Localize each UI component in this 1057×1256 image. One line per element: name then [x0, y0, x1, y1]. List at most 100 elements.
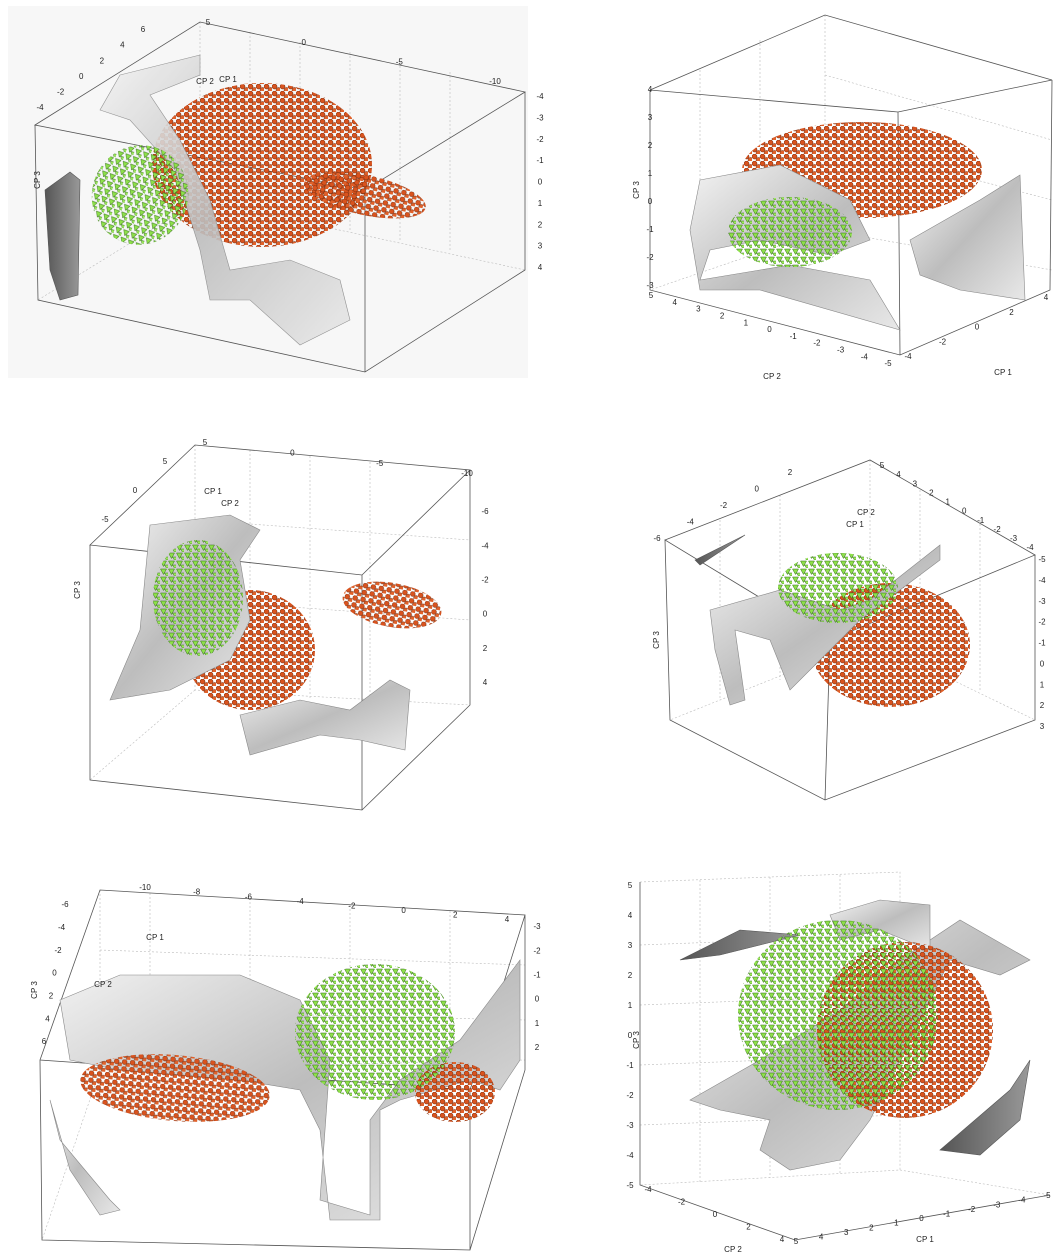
tick-label: 2 [49, 991, 54, 1000]
tick-label: -5 [626, 1181, 634, 1190]
tick-label: 2 [1009, 308, 1014, 317]
tick-label: 5 [163, 457, 168, 466]
tick-label: 1 [1040, 680, 1045, 689]
tick-label: 5 [649, 291, 654, 300]
point-cloud [342, 581, 442, 629]
tick-label: 2 [788, 468, 793, 477]
tick-label: 4 [120, 41, 125, 50]
tick-label: -3 [993, 1200, 1001, 1209]
tick-label: -6 [245, 892, 253, 901]
tick-label: -6 [61, 900, 69, 909]
panel [639, 871, 1051, 1241]
tick-label: -4 [687, 518, 695, 527]
tick-label: 0 [538, 178, 543, 187]
tick-label: -4 [861, 352, 869, 361]
tick-label: 3 [913, 479, 918, 488]
axis-label: CP 2 [221, 499, 239, 508]
tick-label: 1 [628, 1001, 633, 1010]
surface [49, 1099, 121, 1216]
tick-label: 0 [301, 38, 306, 47]
tick-label: 0 [919, 1214, 924, 1223]
surface [909, 174, 1026, 301]
axis-label: CP 2 [857, 508, 875, 517]
tick-label: 1 [538, 199, 543, 208]
axis-label: CP 2 [724, 1245, 742, 1254]
tick-label: 2 [869, 1223, 874, 1232]
tick-label: -2 [533, 946, 541, 955]
tick-label: 2 [648, 141, 653, 150]
tick-label: 0 [628, 1031, 633, 1040]
tick-label: 4 [780, 1235, 785, 1244]
tick-label: 0 [79, 72, 84, 81]
tick-label: 3 [844, 1228, 849, 1237]
tick-label: -2 [57, 88, 65, 97]
tick-label: -1 [943, 1210, 951, 1219]
point-cloud [738, 920, 938, 1110]
tick-label: -2 [626, 1091, 634, 1100]
tick-label: -4 [1018, 1196, 1026, 1205]
tick-label: 0 [767, 325, 772, 334]
axis-label: CP 3 [632, 1031, 641, 1049]
panel [89, 444, 471, 811]
tick-label: 0 [483, 610, 488, 619]
tick-label: -4 [297, 897, 305, 906]
tick-label: -2 [994, 525, 1002, 534]
axis-label: CP 1 [219, 75, 237, 84]
point-cloud [415, 1062, 495, 1122]
point-cloud [728, 197, 852, 267]
tick-label: -1 [536, 156, 544, 165]
grid [89, 445, 471, 781]
axis-label: CP 2 [196, 77, 214, 86]
tick-label: -2 [646, 253, 654, 262]
tick-label: 4 [672, 298, 677, 307]
panel [8, 6, 528, 378]
tick-label: -8 [193, 888, 201, 897]
tick-label: 2 [746, 1223, 751, 1232]
tick-label: 2 [100, 56, 105, 65]
tick-label: 2 [628, 971, 633, 980]
tick-label: -10 [139, 883, 151, 892]
tick-label: 3 [538, 242, 543, 251]
tick-label: -2 [968, 1205, 976, 1214]
axis-label: CP 3 [652, 631, 661, 649]
tick-label: 2 [1040, 701, 1045, 710]
tick-label: -2 [1038, 618, 1046, 627]
tick-label: -4 [58, 923, 66, 932]
point-cloud [304, 171, 426, 219]
tick-label: 1 [946, 498, 951, 507]
surface [44, 171, 81, 301]
tick-label: 6 [141, 25, 146, 34]
tick-label: -5 [884, 359, 892, 368]
tick-label: -2 [939, 337, 947, 346]
tick-label: 3 [1040, 722, 1045, 731]
tick-label: -1 [646, 225, 654, 234]
tick-label: -4 [536, 92, 544, 101]
tick-label: -2 [678, 1198, 686, 1207]
tick-label: -1 [533, 971, 541, 980]
tick-label: -4 [904, 352, 912, 361]
tick-label: -3 [626, 1121, 634, 1130]
point-cloud [295, 964, 455, 1100]
tick-label: 3 [628, 941, 633, 950]
tick-label: -4 [644, 1185, 652, 1194]
tick-label: -4 [626, 1151, 634, 1160]
tick-label: 1 [744, 318, 749, 327]
tick-label: 4 [538, 263, 543, 272]
axis-label: CP 1 [146, 933, 164, 942]
tick-label: 4 [648, 85, 653, 94]
axis-label: CP 3 [30, 981, 39, 999]
tick-label: -2 [720, 501, 728, 510]
axis-label: CP 2 [763, 372, 781, 381]
tick-label: -5 [376, 459, 384, 468]
tick-label: 4 [483, 678, 488, 687]
axis-label: CP 1 [846, 520, 864, 529]
tick-label: 1 [535, 1019, 540, 1028]
tick-label: 5 [880, 461, 885, 470]
tick-label: 2 [483, 644, 488, 653]
tick-label: 6 [42, 1037, 47, 1046]
tick-label: 5 [794, 1237, 799, 1246]
point-cloud [153, 540, 243, 656]
tick-label: 0 [755, 485, 760, 494]
tick-label: -5 [396, 57, 404, 66]
tick-label: -5 [1043, 1191, 1051, 1200]
